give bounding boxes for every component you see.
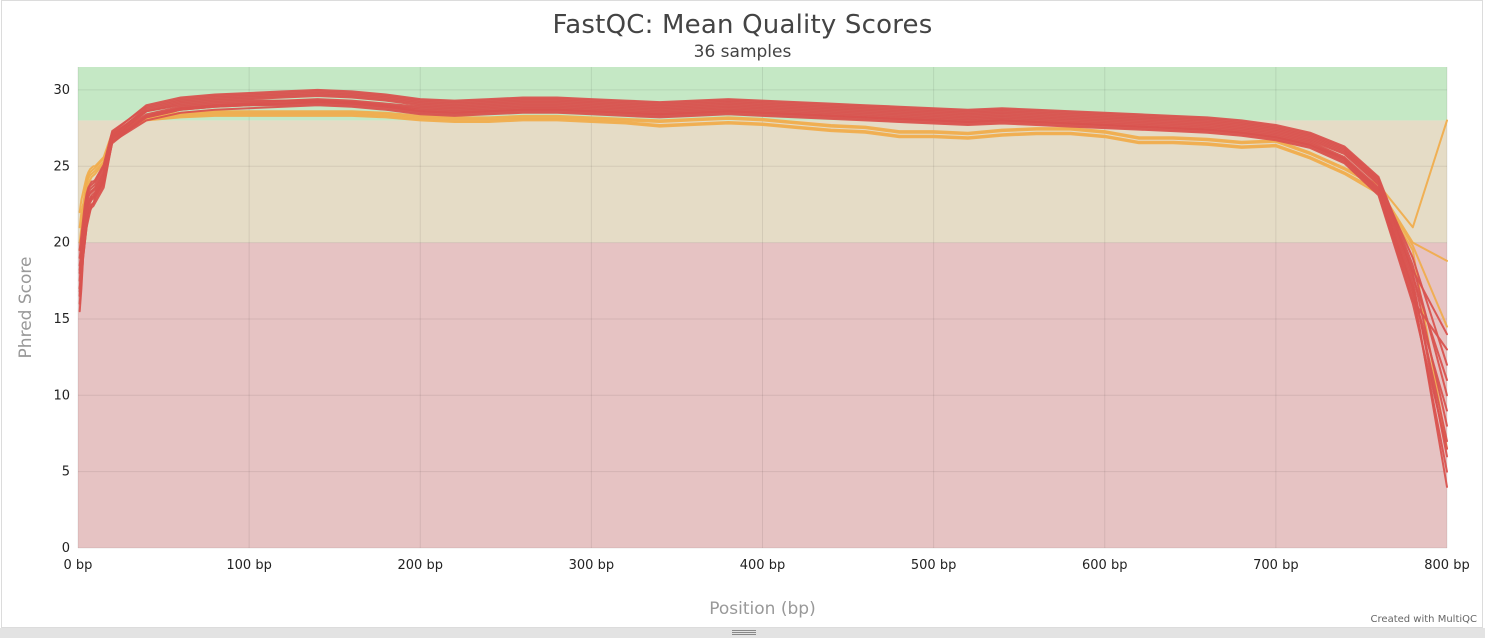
series-line-fail — [78, 99, 1448, 443]
series-line-warn — [78, 114, 1448, 450]
x-tick-label: 400 bp — [740, 558, 785, 573]
series-line-fail — [78, 102, 1448, 351]
x-tick-label: 800 bp — [1424, 558, 1469, 573]
series-line-fail — [78, 92, 1448, 427]
x-tick-label: 300 bp — [569, 558, 614, 573]
y-tick-label: 30 — [53, 83, 70, 98]
y-axis-label: Phred Score — [16, 257, 36, 359]
y-tick-label: 20 — [53, 236, 70, 251]
x-tick-label: 100 bp — [226, 558, 271, 573]
chart-subtitle: 36 samples — [693, 42, 792, 62]
y-tick-label: 10 — [53, 388, 70, 403]
x-tick-label: 600 bp — [1082, 558, 1127, 573]
series-line-fail — [78, 90, 1448, 336]
y-tick-label: 25 — [53, 159, 70, 174]
y-tick-label: 0 — [62, 541, 70, 556]
plot-band-0 — [78, 242, 1447, 548]
resize-handle-icon[interactable] — [732, 630, 756, 636]
y-tick-label: 15 — [53, 312, 70, 327]
chart-title: FastQC: Mean Quality Scores — [552, 10, 933, 40]
series-line-fail — [78, 95, 1448, 381]
series-line-fail — [78, 93, 1448, 366]
y-tick-label: 5 — [62, 465, 70, 480]
x-axis-label: Position (bp) — [709, 599, 815, 619]
multiqc-credit-link[interactable]: Created with MultiQC — [1370, 614, 1477, 625]
x-tick-label: 0 bp — [64, 558, 93, 573]
series-line-fail — [78, 101, 1448, 412]
series-line-fail — [78, 104, 1448, 450]
x-tick-label: 200 bp — [398, 558, 443, 573]
series-line-warn — [78, 113, 1448, 328]
x-tick-label: 500 bp — [911, 558, 956, 573]
x-tick-label: 700 bp — [1253, 558, 1298, 573]
resize-bar[interactable] — [0, 628, 1485, 638]
series-line-warn — [78, 111, 1448, 262]
series-line-fail — [78, 88, 1448, 397]
series-line-warn — [78, 110, 1448, 229]
